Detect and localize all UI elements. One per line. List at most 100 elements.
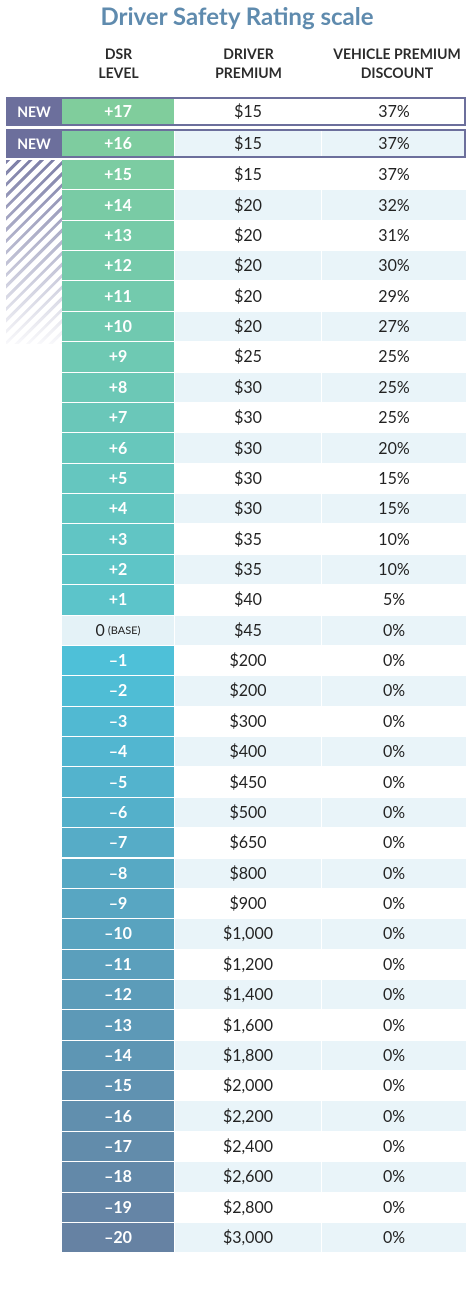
premium-cell: $450	[175, 767, 321, 797]
level-cell: –8	[62, 858, 174, 888]
level-cell: –12	[62, 979, 174, 1010]
level-cell: –2	[62, 676, 174, 706]
discount-cell: 0%	[322, 1192, 466, 1222]
level-text: +17	[104, 102, 132, 121]
premium-cell: $2,400	[175, 1131, 321, 1162]
discount-cell: 37%	[322, 160, 466, 190]
level-cell: –3	[62, 706, 174, 737]
premium-cell: $30	[175, 372, 321, 402]
discount-cell: 0%	[322, 979, 466, 1010]
discount-cell: 0%	[322, 828, 466, 858]
premium-cell: $20	[175, 251, 321, 281]
level-cell: +7	[62, 402, 174, 433]
level-cell: –18	[62, 1162, 174, 1192]
level-text: +14	[104, 195, 132, 215]
premium-cell: $2,200	[175, 1101, 321, 1131]
discount-cell: 25%	[322, 372, 466, 402]
level-note: (BASE)	[107, 623, 141, 637]
level-cell: +13	[62, 220, 174, 251]
level-text: +11	[104, 286, 132, 306]
discount-cell: 25%	[322, 342, 466, 372]
level-text: 0	[95, 620, 105, 640]
header-line: DSR	[104, 45, 133, 62]
level-cell: –20	[62, 1222, 174, 1253]
level-text: +5	[108, 468, 128, 488]
premium-cell: $1,200	[175, 949, 321, 979]
level-text: –16	[104, 1106, 132, 1126]
level-cell: –9	[62, 888, 174, 919]
discount-cell: 0%	[322, 1010, 466, 1040]
premium-cell: $35	[175, 524, 321, 554]
discount-cell: 0%	[322, 1222, 466, 1253]
header-line: VEHICLE PREMIUM	[333, 45, 461, 62]
premium-cell: $15	[175, 129, 321, 158]
premium-cell: $20	[175, 311, 321, 342]
level-text: –3	[108, 711, 128, 731]
discount-cell: 0%	[322, 767, 466, 797]
level-cell: +5	[62, 463, 174, 494]
premium-cell: $15	[175, 97, 321, 126]
premium-cell: $20	[175, 220, 321, 251]
discount-cell: 37%	[322, 97, 466, 126]
level-text: –2	[108, 681, 128, 701]
discount-cell: 0%	[322, 888, 466, 919]
level-text: +7	[108, 408, 128, 428]
level-text: –8	[108, 863, 128, 883]
discount-cell: 0%	[322, 1071, 466, 1101]
new-row-outline	[6, 129, 466, 158]
level-text: +9	[108, 347, 128, 367]
level-cell: +1	[62, 585, 174, 615]
discount-cell: 32%	[322, 190, 466, 220]
level-cell: +10	[62, 311, 174, 342]
new-row-outline	[6, 97, 466, 126]
level-text: –19	[104, 1197, 132, 1217]
discount-cell: 0%	[322, 1101, 466, 1131]
level-text: +1	[108, 590, 128, 610]
level-cell: –15	[62, 1071, 174, 1101]
title: Driver Safety Rating scale	[100, 2, 374, 31]
level-text: +15	[104, 165, 132, 185]
level-text: –17	[104, 1137, 132, 1156]
premium-cell: $200	[175, 645, 321, 676]
new-tag: NEW	[6, 129, 62, 158]
level-cell: 0 (BASE)	[62, 615, 174, 645]
discount-cell: 0%	[322, 797, 466, 828]
discount-cell: 10%	[322, 524, 466, 554]
discount-cell: 10%	[322, 554, 466, 585]
level-cell: –14	[62, 1040, 174, 1071]
header-line: PREMIUM	[215, 64, 282, 81]
level-text: –6	[108, 802, 128, 822]
discount-cell: 0%	[322, 1162, 466, 1192]
level-text: –11	[104, 954, 132, 974]
level-text: +3	[108, 529, 128, 549]
premium-cell: $30	[175, 494, 321, 524]
header-line: LEVEL	[98, 64, 139, 81]
premium-cell: $25	[175, 342, 321, 372]
level-cell: –5	[62, 767, 174, 797]
level-text: +10	[104, 317, 132, 337]
premium-cell: $2,000	[175, 1071, 321, 1101]
level-cell: –4	[62, 737, 174, 767]
level-cell: +9	[62, 342, 174, 372]
level-text: +16	[104, 134, 132, 153]
level-text: –15	[104, 1076, 132, 1096]
discount-cell: 0%	[322, 919, 466, 949]
discount-cell: 5%	[322, 585, 466, 615]
premium-cell: $900	[175, 888, 321, 919]
discount-cell: 0%	[322, 676, 466, 706]
premium-cell: $2,800	[175, 1192, 321, 1222]
level-cell: +6	[62, 433, 174, 463]
discount-cell: 0%	[322, 858, 466, 888]
hatch-decoration	[6, 160, 62, 344]
discount-cell: 0%	[322, 949, 466, 979]
discount-cell: 37%	[322, 129, 466, 158]
level-text: –20	[104, 1228, 132, 1248]
level-text: +4	[108, 499, 128, 519]
discount-cell: 0%	[322, 1131, 466, 1162]
premium-cell: $200	[175, 676, 321, 706]
level-cell: –11	[62, 949, 174, 979]
premium-cell: $400	[175, 737, 321, 767]
level-cell: –1	[62, 645, 174, 676]
premium-cell: $1,000	[175, 919, 321, 949]
header-level: DSR LEVEL	[62, 44, 175, 82]
